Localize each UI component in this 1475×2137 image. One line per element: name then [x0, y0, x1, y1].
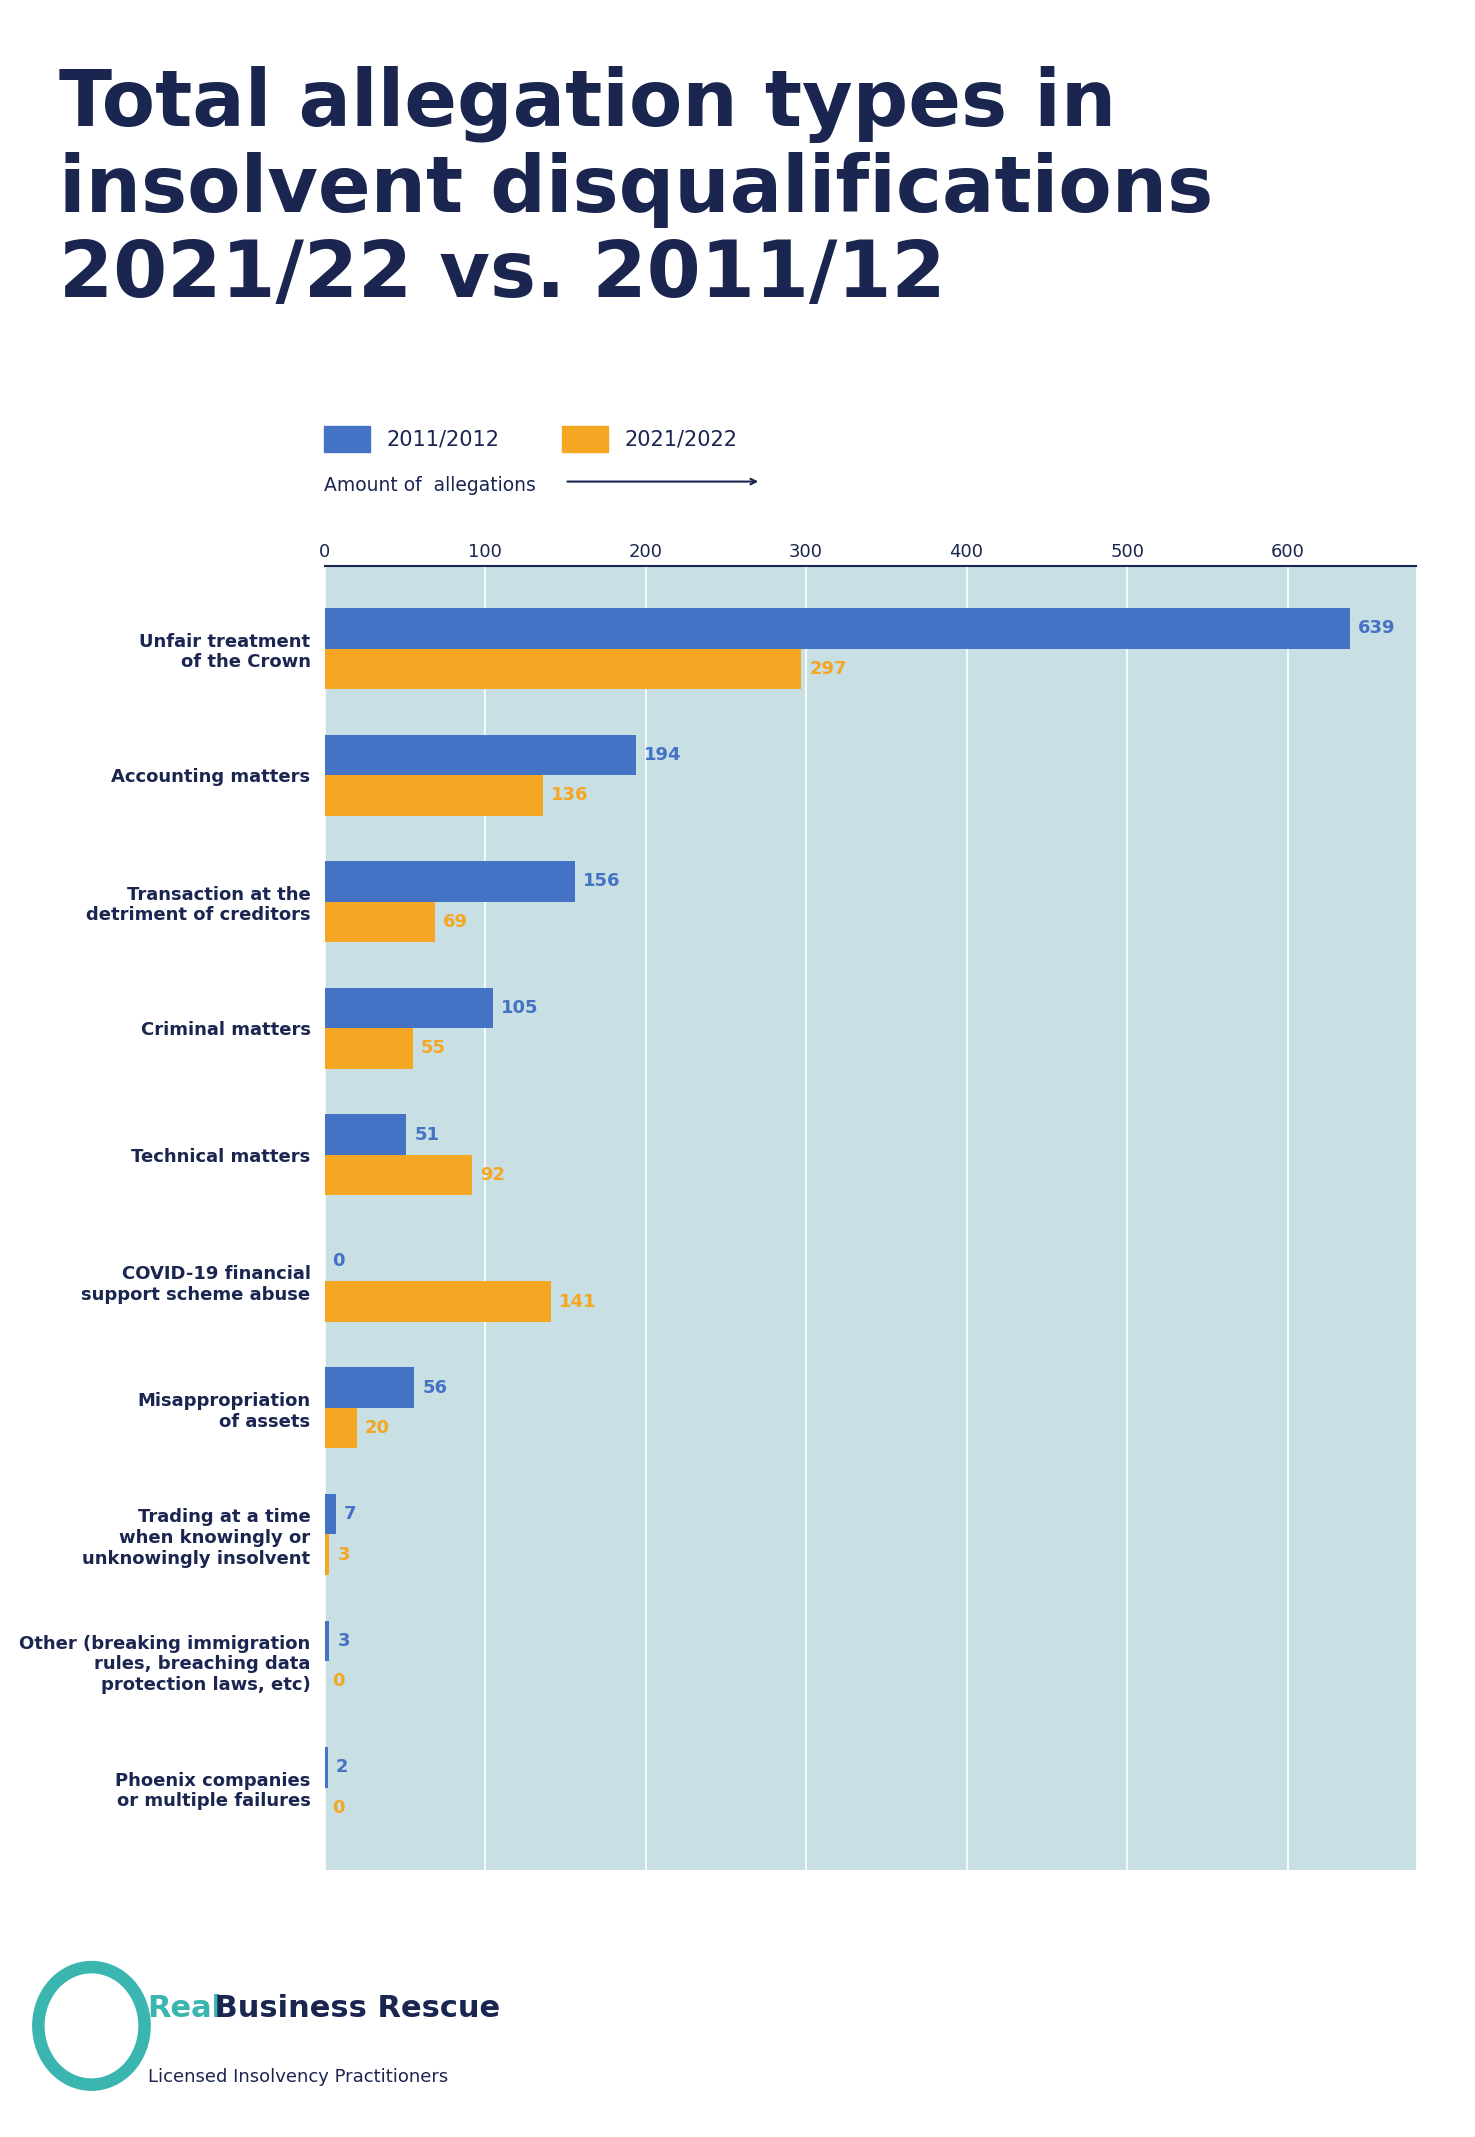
Text: 55: 55 [420, 1039, 445, 1058]
Text: 0: 0 [332, 1799, 345, 1816]
Text: 0: 0 [332, 1673, 345, 1690]
Text: Amount of  allegations: Amount of allegations [324, 477, 537, 494]
Text: 141: 141 [559, 1293, 596, 1310]
Bar [324, 987, 493, 1028]
Text: Business Rescue: Business Rescue [204, 1994, 500, 2024]
Bar [324, 1748, 327, 1789]
Bar [324, 861, 575, 902]
Bar [324, 776, 543, 816]
Text: 20: 20 [364, 1419, 389, 1438]
Bar [324, 1534, 329, 1575]
Bar [324, 1113, 407, 1154]
Bar [324, 1368, 414, 1408]
Text: 51: 51 [414, 1126, 440, 1143]
Text: 3: 3 [338, 1633, 350, 1650]
Bar [324, 1154, 472, 1195]
Bar [324, 735, 636, 776]
Bar [324, 1494, 336, 1534]
Text: Real: Real [148, 1994, 223, 2024]
Text: Licensed Insolvency Practitioners: Licensed Insolvency Practitioners [148, 2069, 448, 2086]
Text: 639: 639 [1358, 620, 1395, 637]
Text: 7: 7 [344, 1504, 357, 1524]
Text: 69: 69 [444, 912, 468, 932]
Bar [324, 1028, 413, 1068]
Bar [324, 1282, 550, 1323]
Text: 92: 92 [481, 1167, 506, 1184]
Text: 105: 105 [502, 998, 538, 1017]
Text: Total allegation types in
insolvent disqualifications
2021/22 vs. 2011/12: Total allegation types in insolvent disq… [59, 66, 1214, 314]
Text: 136: 136 [550, 786, 589, 804]
Text: 0: 0 [332, 1252, 345, 1269]
Text: 156: 156 [583, 872, 621, 891]
Legend: 2011/2012, 2021/2022: 2011/2012, 2021/2022 [324, 425, 738, 451]
Text: 194: 194 [645, 746, 681, 763]
Text: 56: 56 [422, 1378, 447, 1398]
Bar [324, 648, 801, 688]
Bar [324, 902, 435, 942]
Bar [324, 1620, 329, 1660]
Text: 3: 3 [338, 1545, 350, 1564]
Text: 2: 2 [336, 1759, 348, 1776]
Bar [324, 609, 1350, 648]
Bar [324, 1408, 357, 1449]
Text: 297: 297 [810, 660, 847, 677]
